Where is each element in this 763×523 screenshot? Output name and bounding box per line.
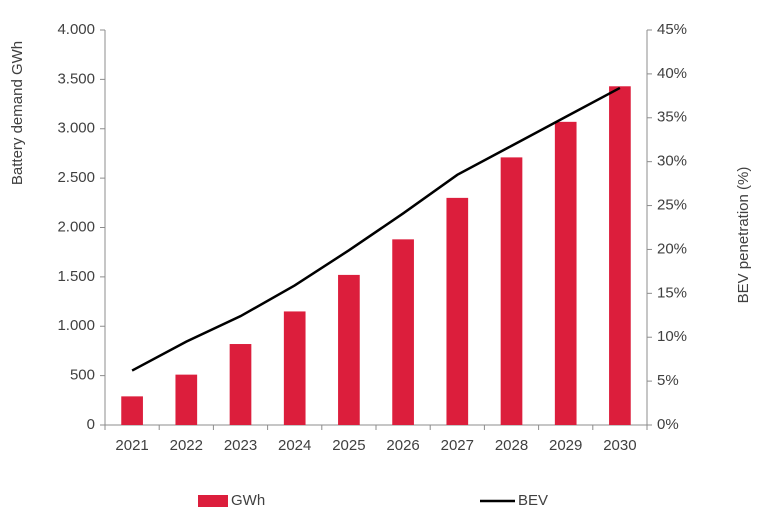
bar: [121, 396, 143, 425]
x-tick-label: 2026: [386, 437, 419, 454]
y2-tick-label: 25%: [657, 197, 687, 214]
y2-tick-label: 35%: [657, 109, 687, 126]
y2-tick-label: 15%: [657, 284, 687, 301]
legend-swatch: [198, 495, 228, 507]
bar: [609, 86, 631, 425]
x-tick-label: 2022: [170, 437, 203, 454]
y2-tick-label: 45%: [657, 21, 687, 38]
y-tick-label: 1.000: [57, 317, 95, 334]
y2-tick-label: 5%: [657, 372, 679, 389]
bar: [283, 311, 306, 425]
y-tick-label: 2.000: [57, 218, 95, 235]
y-tick-label: 0: [87, 416, 95, 433]
x-tick-label: 2025: [332, 437, 365, 454]
x-tick-label: 2029: [549, 437, 582, 454]
y2-axis-label: BEV penetration (%): [735, 167, 752, 304]
x-tick-label: 2021: [115, 437, 148, 454]
legend-label: BEV: [518, 492, 548, 509]
bar: [500, 157, 523, 425]
bar: [446, 197, 469, 425]
bar: [338, 274, 360, 425]
y-axis-label: Battery demand GWh: [9, 41, 26, 185]
y2-tick-label: 0%: [657, 416, 679, 433]
x-tick-label: 2030: [603, 437, 636, 454]
y2-tick-label: 40%: [657, 65, 687, 82]
x-tick-label: 2028: [495, 437, 528, 454]
bar: [175, 374, 198, 425]
y-tick-label: 3.500: [57, 70, 95, 87]
y2-tick-label: 10%: [657, 328, 687, 345]
y-tick-label: 4.000: [57, 21, 95, 38]
y-tick-label: 3.000: [57, 120, 95, 137]
y-tick-label: 2.500: [57, 169, 95, 186]
x-tick-label: 2023: [224, 437, 257, 454]
bar: [392, 239, 414, 425]
line: [131, 86, 621, 372]
x-tick-label: 2024: [278, 437, 311, 454]
y-tick-label: 500: [70, 367, 95, 384]
legend-label: GWh: [231, 492, 265, 509]
bar: [554, 121, 577, 426]
bar: [229, 344, 252, 425]
x-tick-label: 2027: [441, 437, 474, 454]
y-tick-label: 1.500: [57, 268, 95, 285]
y2-tick-label: 30%: [657, 153, 687, 170]
y2-tick-label: 20%: [657, 240, 687, 257]
